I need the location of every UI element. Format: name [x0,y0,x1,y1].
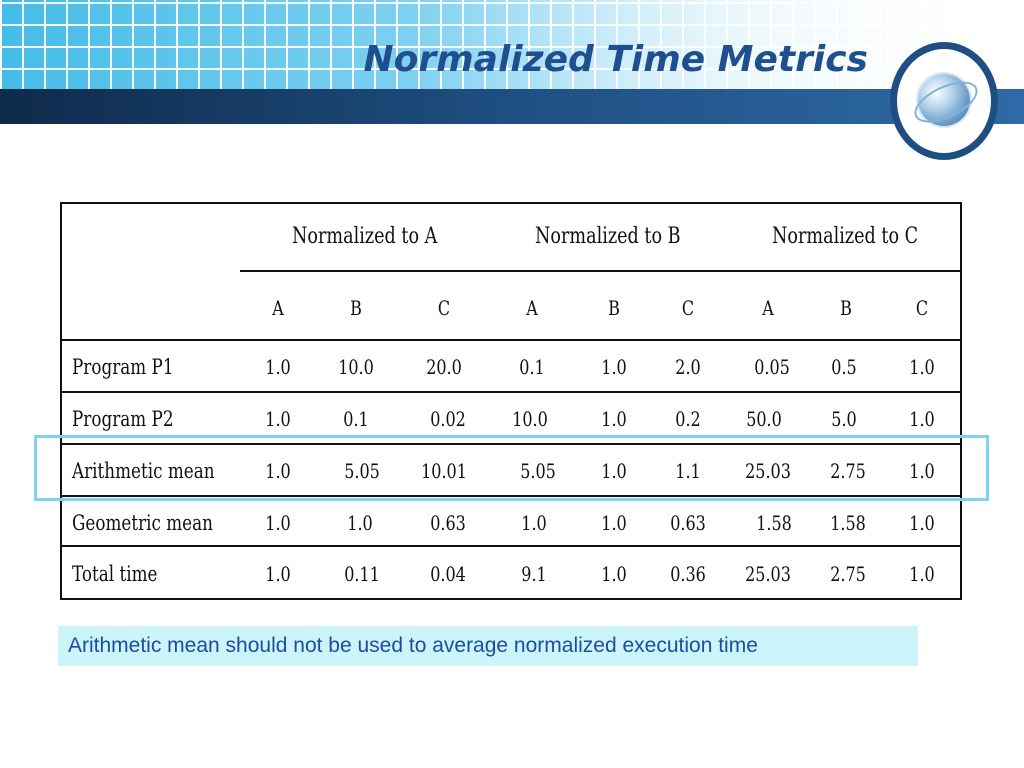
table-cell: 0.1 [519,355,545,379]
subheader-cell: C [915,296,929,320]
table-cell: 0.63 [430,511,466,535]
row-rule [62,545,960,547]
table-cell: 0.63 [670,511,706,535]
group-header-a: Normalized to A [292,224,438,249]
table-cell: 25.03 [745,459,791,483]
table-cell: 2.0 [675,355,701,379]
table-cell: 0.02 [430,407,466,431]
table-cell: 1.0 [601,355,627,379]
row-label-program-p1: Program P1 [72,355,174,379]
header-banner [0,0,1024,92]
subheader-cell: A [272,296,284,320]
table-cell: 1.0 [601,562,627,586]
subheader-cell: C [681,296,695,320]
table-cell: 1.1 [675,459,701,483]
table-cell: 1.0 [521,511,547,535]
table-cell: 1.58 [830,511,866,535]
table-cell: 5.0 [831,407,857,431]
table-cell: 5.05 [344,459,380,483]
table-cell: 0.11 [344,562,380,586]
table-cell: 1.0 [909,407,935,431]
table-cell: 1.0 [601,511,627,535]
note-callout: Arithmetic mean should not be used to av… [58,626,918,666]
header-rule [62,339,960,341]
table-cell: 0.05 [754,355,790,379]
row-label-total-time: Total time [72,562,158,586]
group-header-c: Normalized to C [772,224,919,249]
table-cell: 2.75 [830,459,866,483]
subheader-cell: B [608,296,620,320]
table-cell: 1.0 [909,459,935,483]
row-rule [62,391,960,393]
table-cell: 1.0 [265,459,291,483]
table-cell: 0.1 [343,407,369,431]
table-cell: 0.2 [675,407,701,431]
table-cell: 5.05 [520,459,556,483]
subheader-cell: A [526,296,538,320]
subheader-cell: B [350,296,362,320]
subheader-cell: C [437,296,451,320]
table-cell: 10.01 [421,459,467,483]
globe-icon [918,74,970,126]
table-cell: 50.0 [746,407,782,431]
table-cell: 0.36 [670,562,706,586]
table-cell: 1.0 [601,459,627,483]
table-cell: 1.0 [265,562,291,586]
table-cell: 1.0 [909,562,935,586]
group-header-rule [240,270,960,272]
arithmetic-mean-highlight [34,435,989,501]
metrics-table: Normalized to A Normalized to B Normaliz… [60,202,962,600]
slide-title: Normalized Time Metrics [363,39,868,80]
table-cell: 0.5 [831,355,857,379]
table-cell: 1.0 [265,511,291,535]
group-header-b: Normalized to B [535,224,681,249]
table-cell: 1.0 [909,511,935,535]
row-label-geometric-mean: Geometric mean [72,511,213,535]
header-bar [0,89,1024,124]
table-cell: 1.0 [601,407,627,431]
table-cell: 9.1 [521,562,547,586]
row-rule [62,495,960,497]
table-cell: 1.0 [909,355,935,379]
subheader-cell: A [762,296,774,320]
row-rule [62,443,960,445]
table-cell: 10.0 [512,407,548,431]
table-cell: 1.0 [347,511,373,535]
table-cell: 1.58 [756,511,792,535]
row-label-program-p2: Program P2 [72,407,174,431]
table-cell: 1.0 [265,355,291,379]
table-cell: 25.03 [745,562,791,586]
table-cell: 0.04 [430,562,466,586]
row-label-arithmetic-mean: Arithmetic mean [72,459,215,483]
table-cell: 1.0 [265,407,291,431]
table-cell: 10.0 [338,355,374,379]
table-cell: 20.0 [426,355,462,379]
table-cell: 2.75 [830,562,866,586]
subheader-cell: B [840,296,852,320]
